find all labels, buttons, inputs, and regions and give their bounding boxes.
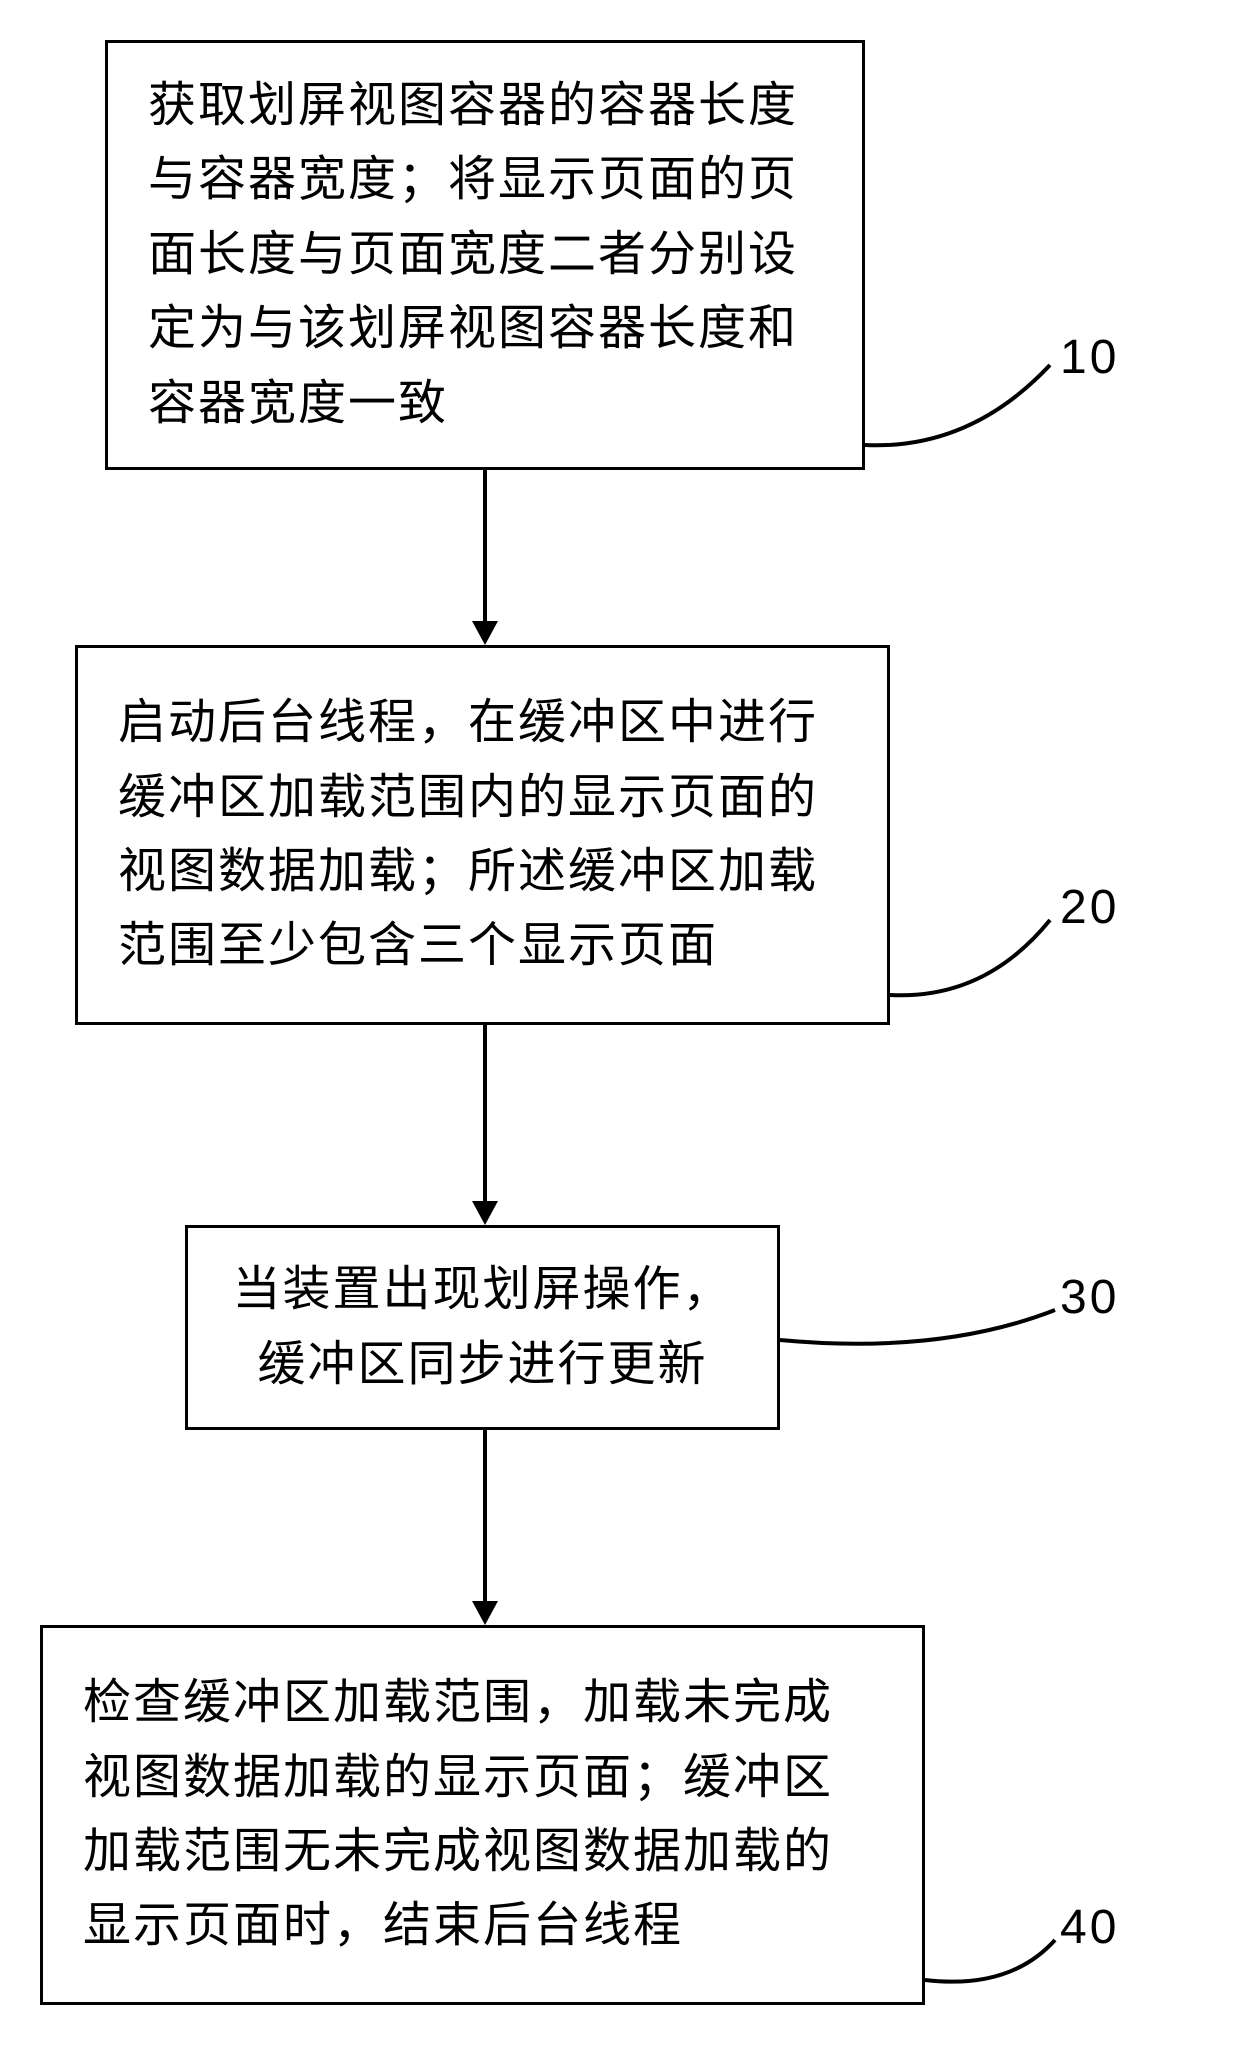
flowchart-box-box4: 检查缓冲区加载范围，加载未完成 视图数据加载的显示页面；缓冲区 加载范围无未完成… — [40, 1625, 925, 2005]
step-label: 40 — [1060, 1900, 1119, 1955]
flowchart-container: 获取划屏视图容器的容器长度 与容器宽度；将显示页面的页 面长度与页面宽度二者分别… — [0, 0, 1244, 2065]
flowchart-box-box3: 当装置出现划屏操作， 缓冲区同步进行更新 — [185, 1225, 780, 1430]
box-text: 获取划屏视图容器的容器长度 与容器宽度；将显示页面的页 面长度与页面宽度二者分别… — [148, 69, 798, 441]
box-text: 启动后台线程，在缓冲区中进行 缓冲区加载范围内的显示页面的 视图数据加载；所述缓… — [118, 686, 818, 984]
box-text: 当装置出现划屏操作， 缓冲区同步进行更新 — [228, 1253, 737, 1402]
flowchart-box-box2: 启动后台线程，在缓冲区中进行 缓冲区加载范围内的显示页面的 视图数据加载；所述缓… — [75, 645, 890, 1025]
step-label: 10 — [1060, 330, 1119, 385]
step-label: 30 — [1060, 1270, 1119, 1325]
step-label: 20 — [1060, 880, 1119, 935]
box-text: 检查缓冲区加载范围，加载未完成 视图数据加载的显示页面；缓冲区 加载范围无未完成… — [83, 1666, 833, 1964]
flowchart-box-box1: 获取划屏视图容器的容器长度 与容器宽度；将显示页面的页 面长度与页面宽度二者分别… — [105, 40, 865, 470]
